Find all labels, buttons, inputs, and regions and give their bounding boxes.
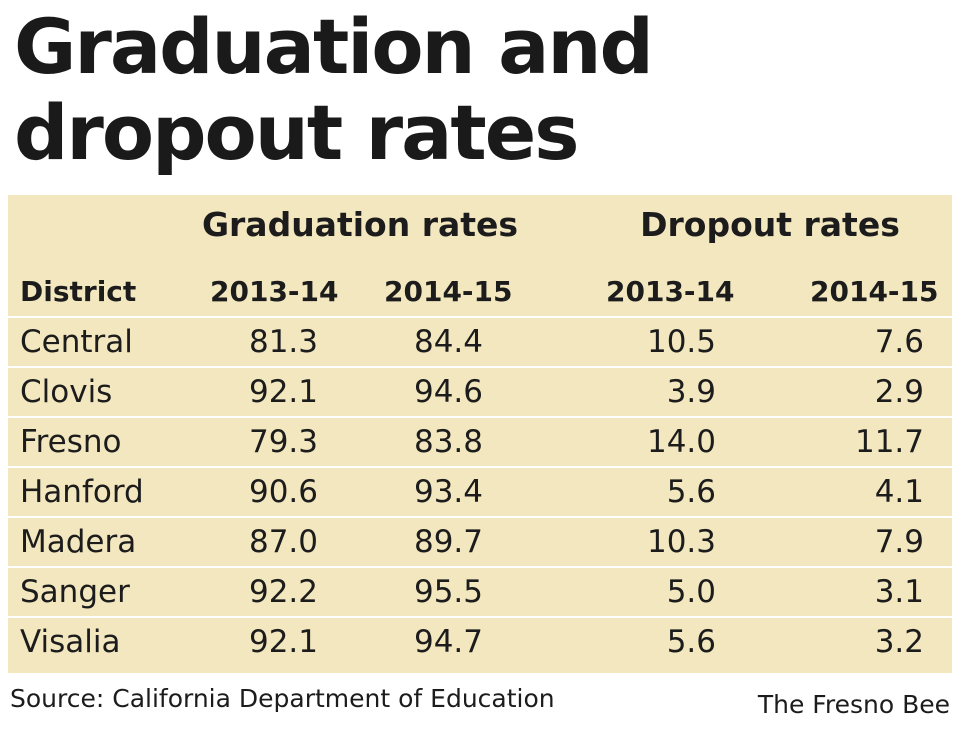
value-grad-2013-14: 92.1 — [248, 374, 318, 410]
value-grad-2014-15: 93.4 — [413, 474, 483, 510]
value-grad-2013-14: 81.3 — [248, 324, 318, 360]
column-header-district: District — [20, 275, 137, 308]
value-drop-2013-14: 10.5 — [646, 324, 716, 360]
district-name: Clovis — [20, 374, 113, 410]
value-drop-2014-15: 3.1 — [874, 574, 924, 610]
value-drop-2014-15: 3.2 — [874, 624, 924, 660]
table-row: Sanger 92.2 95.5 5.0 3.1 — [8, 566, 952, 616]
group-header-dropout: Dropout rates — [640, 205, 900, 244]
title-line-2: dropout rates — [14, 88, 579, 177]
value-grad-2014-15: 89.7 — [413, 524, 483, 560]
value-grad-2014-15: 94.7 — [413, 624, 483, 660]
value-drop-2013-14: 5.0 — [666, 574, 716, 610]
value-drop-2014-15: 4.1 — [874, 474, 924, 510]
table-row: Visalia 92.1 94.7 5.6 3.2 — [8, 616, 952, 666]
district-name: Hanford — [20, 474, 144, 510]
group-header-graduation: Graduation rates — [201, 205, 519, 244]
district-name: Madera — [20, 524, 137, 560]
column-header-grad-2014-15: 2014-15 — [384, 275, 513, 308]
table-row: Central 81.3 84.4 10.5 7.6 — [8, 316, 952, 366]
column-header-grad-2013-14: 2013-14 — [210, 275, 339, 308]
value-drop-2014-15: 7.6 — [874, 324, 924, 360]
district-name: Visalia — [20, 624, 121, 660]
value-grad-2014-15: 84.4 — [413, 324, 483, 360]
table-row: Clovis 92.1 94.6 3.9 2.9 — [8, 366, 952, 416]
value-grad-2013-14: 90.6 — [248, 474, 318, 510]
district-name: Sanger — [20, 574, 130, 610]
value-grad-2013-14: 79.3 — [248, 424, 318, 460]
value-grad-2014-15: 94.6 — [413, 374, 483, 410]
district-name: Fresno — [20, 424, 122, 460]
value-grad-2013-14: 87.0 — [248, 524, 318, 560]
publisher-credit: The Fresno Bee — [757, 690, 950, 719]
source-note: Source: California Department of Educati… — [10, 684, 555, 713]
value-drop-2013-14: 3.9 — [666, 374, 716, 410]
table-row: Madera 87.0 89.7 10.3 7.9 — [8, 516, 952, 566]
table-row: Hanford 90.6 93.4 5.6 4.1 — [8, 466, 952, 516]
district-name: Central — [20, 324, 133, 360]
table-row: Fresno 79.3 83.8 14.0 11.7 — [8, 416, 952, 466]
value-drop-2014-15: 2.9 — [874, 374, 924, 410]
value-grad-2013-14: 92.2 — [248, 574, 318, 610]
title-line-1: Graduation and — [14, 2, 654, 91]
value-drop-2013-14: 10.3 — [646, 524, 716, 560]
value-drop-2014-15: 11.7 — [854, 424, 924, 460]
data-table-panel — [8, 195, 952, 673]
value-drop-2013-14: 5.6 — [666, 474, 716, 510]
value-drop-2013-14: 14.0 — [646, 424, 716, 460]
column-header-drop-2013-14: 2013-14 — [606, 275, 735, 308]
value-drop-2013-14: 5.6 — [666, 624, 716, 660]
value-grad-2014-15: 83.8 — [413, 424, 483, 460]
column-header-drop-2014-15: 2014-15 — [810, 275, 939, 308]
value-grad-2013-14: 92.1 — [248, 624, 318, 660]
chart-title: Graduation and dropout rates — [14, 2, 654, 177]
value-drop-2014-15: 7.9 — [874, 524, 924, 560]
value-grad-2014-15: 95.5 — [413, 574, 483, 610]
